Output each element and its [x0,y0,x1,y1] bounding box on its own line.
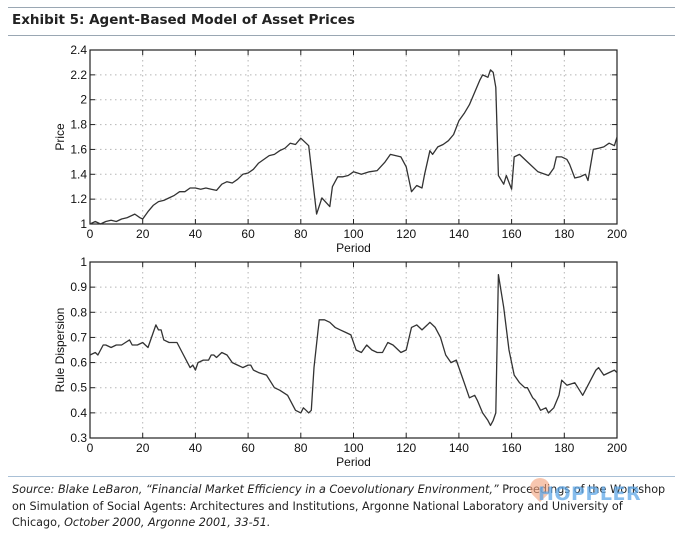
x-tick-label: 160 [502,227,522,241]
y-tick-label: 1.8 [70,118,87,132]
y-tick-label: 2.4 [70,43,87,57]
x-tick-label: 0 [87,227,94,241]
top-divider [8,7,675,8]
footer-divider [8,476,675,477]
x-tick-label: 120 [396,441,416,455]
x-tick-label: 180 [554,227,574,241]
y-tick-label: 1 [80,255,87,269]
y-tick-label: 2 [80,93,87,107]
chart-price: 0 20 40 60 80 100 120 140 160 180 200 1 1.2 1.4 1.6 1.8… [53,43,627,255]
y-tick-label: 0.3 [70,431,87,445]
x-tick-label: 60 [241,441,255,455]
x-tick-label: 120 [396,227,416,241]
y-tick-label: 0.4 [70,406,87,420]
x-tick-label: 140 [449,227,469,241]
title-divider [8,35,675,36]
series-line-rule-dispersion [89,273,618,427]
x-tick-label: 60 [241,227,255,241]
charts-canvas: 0 20 40 60 80 100 120 140 160 180 20011.21.41.61.8… [53,43,627,469]
y-tick-label: 0.9 [70,280,87,294]
x-tick-label: 100 [343,227,363,241]
x-tick-label: 100 [343,441,363,455]
x-tick-label: 0 [87,441,94,455]
watermark-logo: HOPPLER [538,483,642,505]
y-tick-label: 2.2 [70,68,87,82]
y-tick-label: 0.7 [70,330,87,344]
source-italic-date: October 2000, Argonne 2001, 33-51. [64,516,271,529]
x-tick-label: 200 [607,227,627,241]
chart-rule-dispersion: 0 20 40 60 80 100 120 140 160 180 200 0.3 0.4 0.5 0.6 0… [53,255,627,469]
x-tick-label: 80 [294,227,308,241]
y-tick-label: 1 [80,217,87,231]
y-axis-label: Price [53,123,67,151]
x-tick-label: 140 [449,441,469,455]
x-tick-label: 40 [189,441,203,455]
series-line-price [89,69,618,225]
x-tick-label: 180 [554,441,574,455]
y-tick-label: 0.8 [70,305,87,319]
x-tick-label: 20 [136,227,150,241]
y-tick-label: 1.4 [70,167,87,181]
y-tick-label: 1.6 [70,142,87,156]
y-tick-label: 0.5 [70,381,87,395]
exhibit-title: Exhibit 5: Agent-Based Model of Asset Pr… [12,12,355,28]
x-axis-label: Period [336,241,371,255]
x-axis-label: Period [336,455,371,469]
y-axis-label: Rule Dispersion [53,308,67,393]
y-tick-label: 1.2 [70,192,87,206]
y-tick-label: 0.6 [70,356,87,370]
x-tick-label: 20 [136,441,150,455]
x-tick-label: 80 [294,441,308,455]
x-tick-label: 160 [502,441,522,455]
x-tick-label: 40 [189,227,203,241]
x-tick-label: 200 [607,441,627,455]
source-italic: Source: Blake LeBaron, “Financial Market… [12,483,499,496]
